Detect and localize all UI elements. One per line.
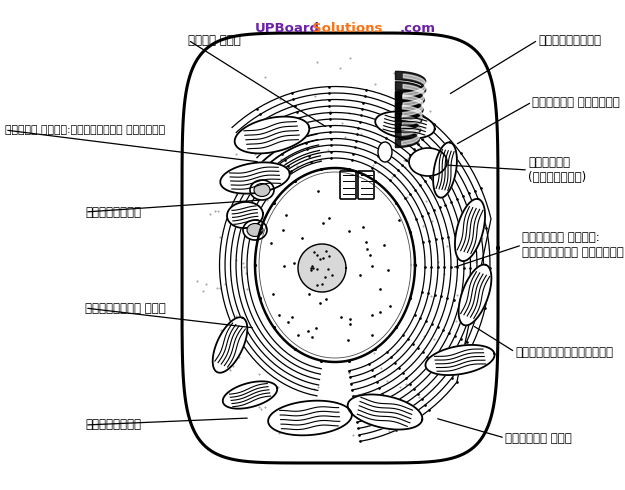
Text: कोशिका कला: कोशिका कला xyxy=(505,432,572,444)
Text: Solutions: Solutions xyxy=(312,22,382,34)
Polygon shape xyxy=(348,394,423,430)
Polygon shape xyxy=(459,265,491,325)
Polygon shape xyxy=(426,345,494,375)
Text: गाल्जीकाय: गाल्जीकाय xyxy=(538,33,601,47)
Text: राइबोसोम: राइबोसोम xyxy=(85,418,141,432)
Ellipse shape xyxy=(378,142,392,162)
Text: UPBoard: UPBoard xyxy=(255,22,320,34)
Text: माइटोकोंड्रिया: माइटोकोंड्रिया xyxy=(515,345,613,359)
Text: लाइसोसोम: लाइसोसोम xyxy=(85,205,141,219)
Ellipse shape xyxy=(247,223,263,237)
Ellipse shape xyxy=(409,148,447,176)
Polygon shape xyxy=(213,317,248,373)
Text: केन्द्रक कला: केन्द्रक कला xyxy=(85,301,166,315)
Polygon shape xyxy=(182,33,498,463)
Ellipse shape xyxy=(254,183,270,196)
Polygon shape xyxy=(375,111,435,139)
Text: खुरदरी अन्त:
प्रद्वयी जालिका: खुरदरी अन्त: प्रद्वयी जालिका xyxy=(522,231,624,259)
Text: रसधानी
(रिक्तका): रसधानी (रिक्तका) xyxy=(528,156,586,184)
Text: .com: .com xyxy=(400,22,436,34)
Polygon shape xyxy=(227,202,263,228)
FancyBboxPatch shape xyxy=(340,171,356,199)
Polygon shape xyxy=(298,244,346,292)
Polygon shape xyxy=(220,162,290,194)
Polygon shape xyxy=(433,143,457,197)
Polygon shape xyxy=(455,199,485,261)
Polygon shape xyxy=(255,168,415,362)
Ellipse shape xyxy=(243,220,267,240)
FancyBboxPatch shape xyxy=(358,171,374,199)
Polygon shape xyxy=(268,401,352,435)
Text: चिकनी अन्त:प्रद्वयी जालिका: चिकनी अन्त:प्रद्वयी जालिका xyxy=(5,125,165,135)
Polygon shape xyxy=(234,117,309,153)
Ellipse shape xyxy=(250,180,274,200)
Text: तारक काय: तारक काय xyxy=(188,33,241,47)
Text: कोशिका द्रव्य: कोशिका द्रव्य xyxy=(532,96,620,108)
Polygon shape xyxy=(222,381,278,409)
